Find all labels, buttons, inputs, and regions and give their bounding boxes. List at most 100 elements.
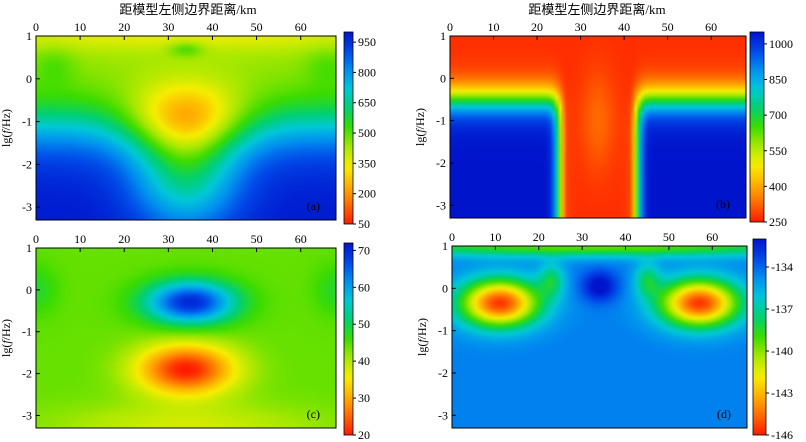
colorbar-tick-label: 550	[769, 144, 787, 158]
y-tick-label: -3	[438, 408, 448, 422]
colorbar-tick-label: 50	[358, 217, 370, 231]
y-axis-label-suffix: /Hz)	[0, 109, 13, 130]
colorbar-tick-label: 350	[358, 156, 376, 170]
y-tick-label: 0	[442, 281, 448, 295]
colorbar-tick-label: 650	[358, 96, 376, 110]
colorbar-tick-label: 70	[358, 243, 370, 257]
y-axis-label-variable: f	[0, 339, 13, 344]
colorbar-tick-label: 200	[358, 187, 376, 201]
heatmap-field-3	[36, 248, 336, 428]
panel-label: (d)	[717, 407, 731, 421]
y-tick-label: -1	[438, 324, 448, 338]
y-tick-label: 1	[26, 29, 32, 43]
colorbar-tick-label: 950	[358, 35, 376, 49]
x-tick-label: 10	[488, 20, 500, 34]
colorbar-tick-label: -140	[771, 344, 793, 358]
x-tick-label: 50	[251, 232, 263, 246]
x-tick-label: 10	[74, 232, 86, 246]
colorbar-4	[752, 238, 767, 436]
y-tick-label: -2	[438, 366, 448, 380]
y-tick-label: -2	[22, 157, 32, 171]
colorbar-tick-label: 250	[769, 215, 787, 229]
plot-frame-4	[451, 245, 748, 429]
colorbar-tick-label: -134	[771, 260, 793, 274]
y-tick-label: -3	[22, 200, 32, 214]
top-xlabel-left: 距模型左侧边界距离/km	[119, 2, 256, 17]
x-tick-label: 0	[449, 230, 455, 244]
y-tick-label: -3	[22, 408, 32, 422]
x-tick-label: 30	[162, 232, 174, 246]
y-axis-label-suffix: /Hz)	[0, 319, 13, 340]
x-tick-label: 40	[206, 20, 218, 34]
x-tick-label: 10	[74, 20, 86, 34]
x-tick-label: 40	[206, 232, 218, 246]
y-tick-label: -2	[436, 156, 446, 170]
y-tick-label: -2	[22, 367, 32, 381]
x-tick-label: 0	[33, 232, 39, 246]
colorbar-tick-label: 500	[358, 126, 376, 140]
y-tick-label: 1	[440, 29, 446, 43]
y-axis-label: lg(f/Hz)	[413, 108, 427, 146]
y-axis-label-suffix: /Hz)	[413, 108, 427, 129]
y-axis-label: lg(f/Hz)	[0, 109, 13, 147]
colorbar-tick-label: -143	[771, 386, 793, 400]
y-axis-label: lg(f/Hz)	[0, 319, 13, 357]
plot-frame-2	[449, 35, 747, 219]
plot-frame-3	[35, 247, 337, 429]
y-tick-label: -1	[22, 325, 32, 339]
x-tick-label: 60	[295, 232, 307, 246]
heatmap-field-4	[452, 246, 747, 428]
x-tick-label: 20	[118, 232, 130, 246]
x-tick-label: 50	[662, 20, 674, 34]
x-tick-label: 30	[576, 230, 588, 244]
heatmap-field-2	[450, 36, 746, 218]
x-tick-label: 30	[575, 20, 587, 34]
x-tick-label: 60	[706, 230, 718, 244]
colorbar-tick-label: 50	[358, 317, 370, 331]
y-axis-label-prefix: lg(	[413, 133, 427, 146]
y-axis-label-variable: f	[415, 338, 429, 343]
x-tick-label: 20	[531, 20, 543, 34]
colorbar-tick-label: 800	[358, 65, 376, 79]
y-axis-label-prefix: lg(	[0, 134, 13, 147]
y-axis-label-variable: f	[0, 129, 13, 134]
panel-label: (b)	[716, 197, 730, 211]
colorbar-1	[343, 31, 354, 225]
colorbar-tick-label: 400	[769, 179, 787, 193]
colorbar-tick-label: 1000	[769, 37, 793, 51]
panel-label: (a)	[307, 199, 320, 213]
y-tick-label: 0	[26, 72, 32, 86]
colorbar-tick-label: 20	[358, 428, 370, 442]
x-tick-label: 40	[620, 230, 632, 244]
colorbar-tick-label: 60	[358, 280, 370, 294]
colorbar-tick-label: -137	[771, 302, 793, 316]
x-tick-label: 20	[533, 230, 545, 244]
y-tick-label: -1	[22, 115, 32, 129]
panels-group: 0 10 20 30 40 50 6010-1-2-3lg(f/Hz)(a)50200350…	[0, 20, 793, 442]
colorbar-2	[749, 31, 765, 223]
heatmap-field-1	[36, 36, 336, 220]
y-tick-label: -1	[436, 114, 446, 128]
y-axis-label-prefix: lg(	[0, 344, 13, 357]
y-axis-label-suffix: /Hz)	[415, 318, 429, 339]
y-axis-label-variable: f	[413, 128, 427, 133]
x-tick-label: 0	[447, 20, 453, 34]
colorbar-tick-label: 850	[769, 73, 787, 87]
y-tick-label: 0	[26, 283, 32, 297]
top-xlabel-right: 距模型左侧边界距离/km	[528, 2, 665, 17]
x-tick-label: 10	[489, 230, 501, 244]
x-tick-label: 50	[663, 230, 675, 244]
colorbar-tick-label: 700	[769, 108, 787, 122]
y-tick-label: 0	[440, 71, 446, 85]
x-tick-label: 20	[118, 20, 130, 34]
y-axis-label: lg(f/Hz)	[415, 318, 429, 356]
colorbar-tick-label: -146	[771, 428, 793, 442]
y-axis-label-prefix: lg(	[415, 343, 429, 356]
colorbar-tick-label: 40	[358, 354, 370, 368]
y-tick-label: 1	[442, 239, 448, 253]
x-tick-label: 50	[251, 20, 263, 34]
y-tick-label: 1	[26, 241, 32, 255]
plot-frame-1	[35, 35, 337, 221]
x-tick-label: 0	[33, 20, 39, 34]
